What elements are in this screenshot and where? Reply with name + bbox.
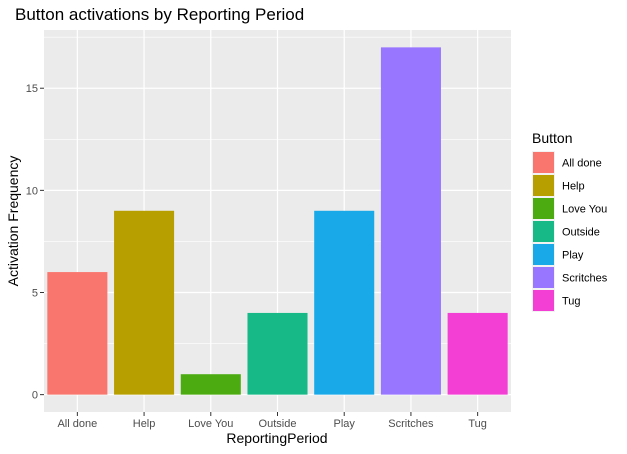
bars	[47, 47, 508, 395]
x-axis-title: ReportingPeriod	[226, 430, 327, 446]
legend-title: Button	[532, 130, 572, 146]
legend-label-scritches: Scritches	[562, 273, 608, 285]
legend-label-play: Play	[562, 250, 584, 262]
bar-love-you	[180, 374, 241, 395]
bar-all-done	[47, 272, 108, 395]
bar-play	[314, 210, 375, 395]
x-tick-label: All done	[57, 418, 97, 430]
y-axis-ticks: 0 5 10 15	[26, 83, 44, 402]
x-tick-label: Love You	[188, 418, 233, 430]
chart-title: Button activations by Reporting Period	[15, 5, 304, 24]
y-tick-label: 10	[26, 185, 38, 197]
legend-label-outside: Outside	[562, 227, 600, 239]
bar-help	[114, 210, 175, 395]
bar-scritches	[380, 47, 441, 395]
x-tick-label: Help	[133, 418, 156, 430]
bar-tug	[447, 312, 508, 395]
bar-outside	[247, 312, 308, 395]
legend-swatch-tug	[533, 290, 554, 311]
legend-label-all-done: All done	[562, 158, 602, 170]
legend-swatch-love-you	[533, 198, 554, 219]
y-tick-label: 0	[32, 390, 38, 402]
x-tick-label: Play	[334, 418, 356, 430]
legend-swatch-play	[533, 244, 554, 265]
y-axis-title: Activation Frequency	[5, 156, 21, 287]
legend: Button All done Help Love You Outside Play Sc…	[532, 130, 608, 312]
y-tick-label: 15	[26, 83, 38, 95]
legend-label-love-you: Love You	[562, 204, 607, 216]
x-axis-ticks: All done Help Love You Outside Play Scritches…	[57, 412, 487, 430]
x-tick-label: Outside	[259, 418, 297, 430]
legend-label-help: Help	[562, 181, 585, 193]
legend-swatch-all-done	[533, 152, 554, 173]
legend-label-tug: Tug	[562, 296, 581, 308]
x-tick-label: Scritches	[388, 418, 434, 430]
y-tick-label: 5	[32, 287, 38, 299]
legend-items: All done Help Love You Outside Play Scritches…	[532, 151, 608, 312]
legend-swatch-scritches	[533, 267, 554, 288]
legend-swatch-outside	[533, 221, 554, 242]
legend-swatch-help	[533, 175, 554, 196]
x-tick-label: Tug	[468, 418, 487, 430]
